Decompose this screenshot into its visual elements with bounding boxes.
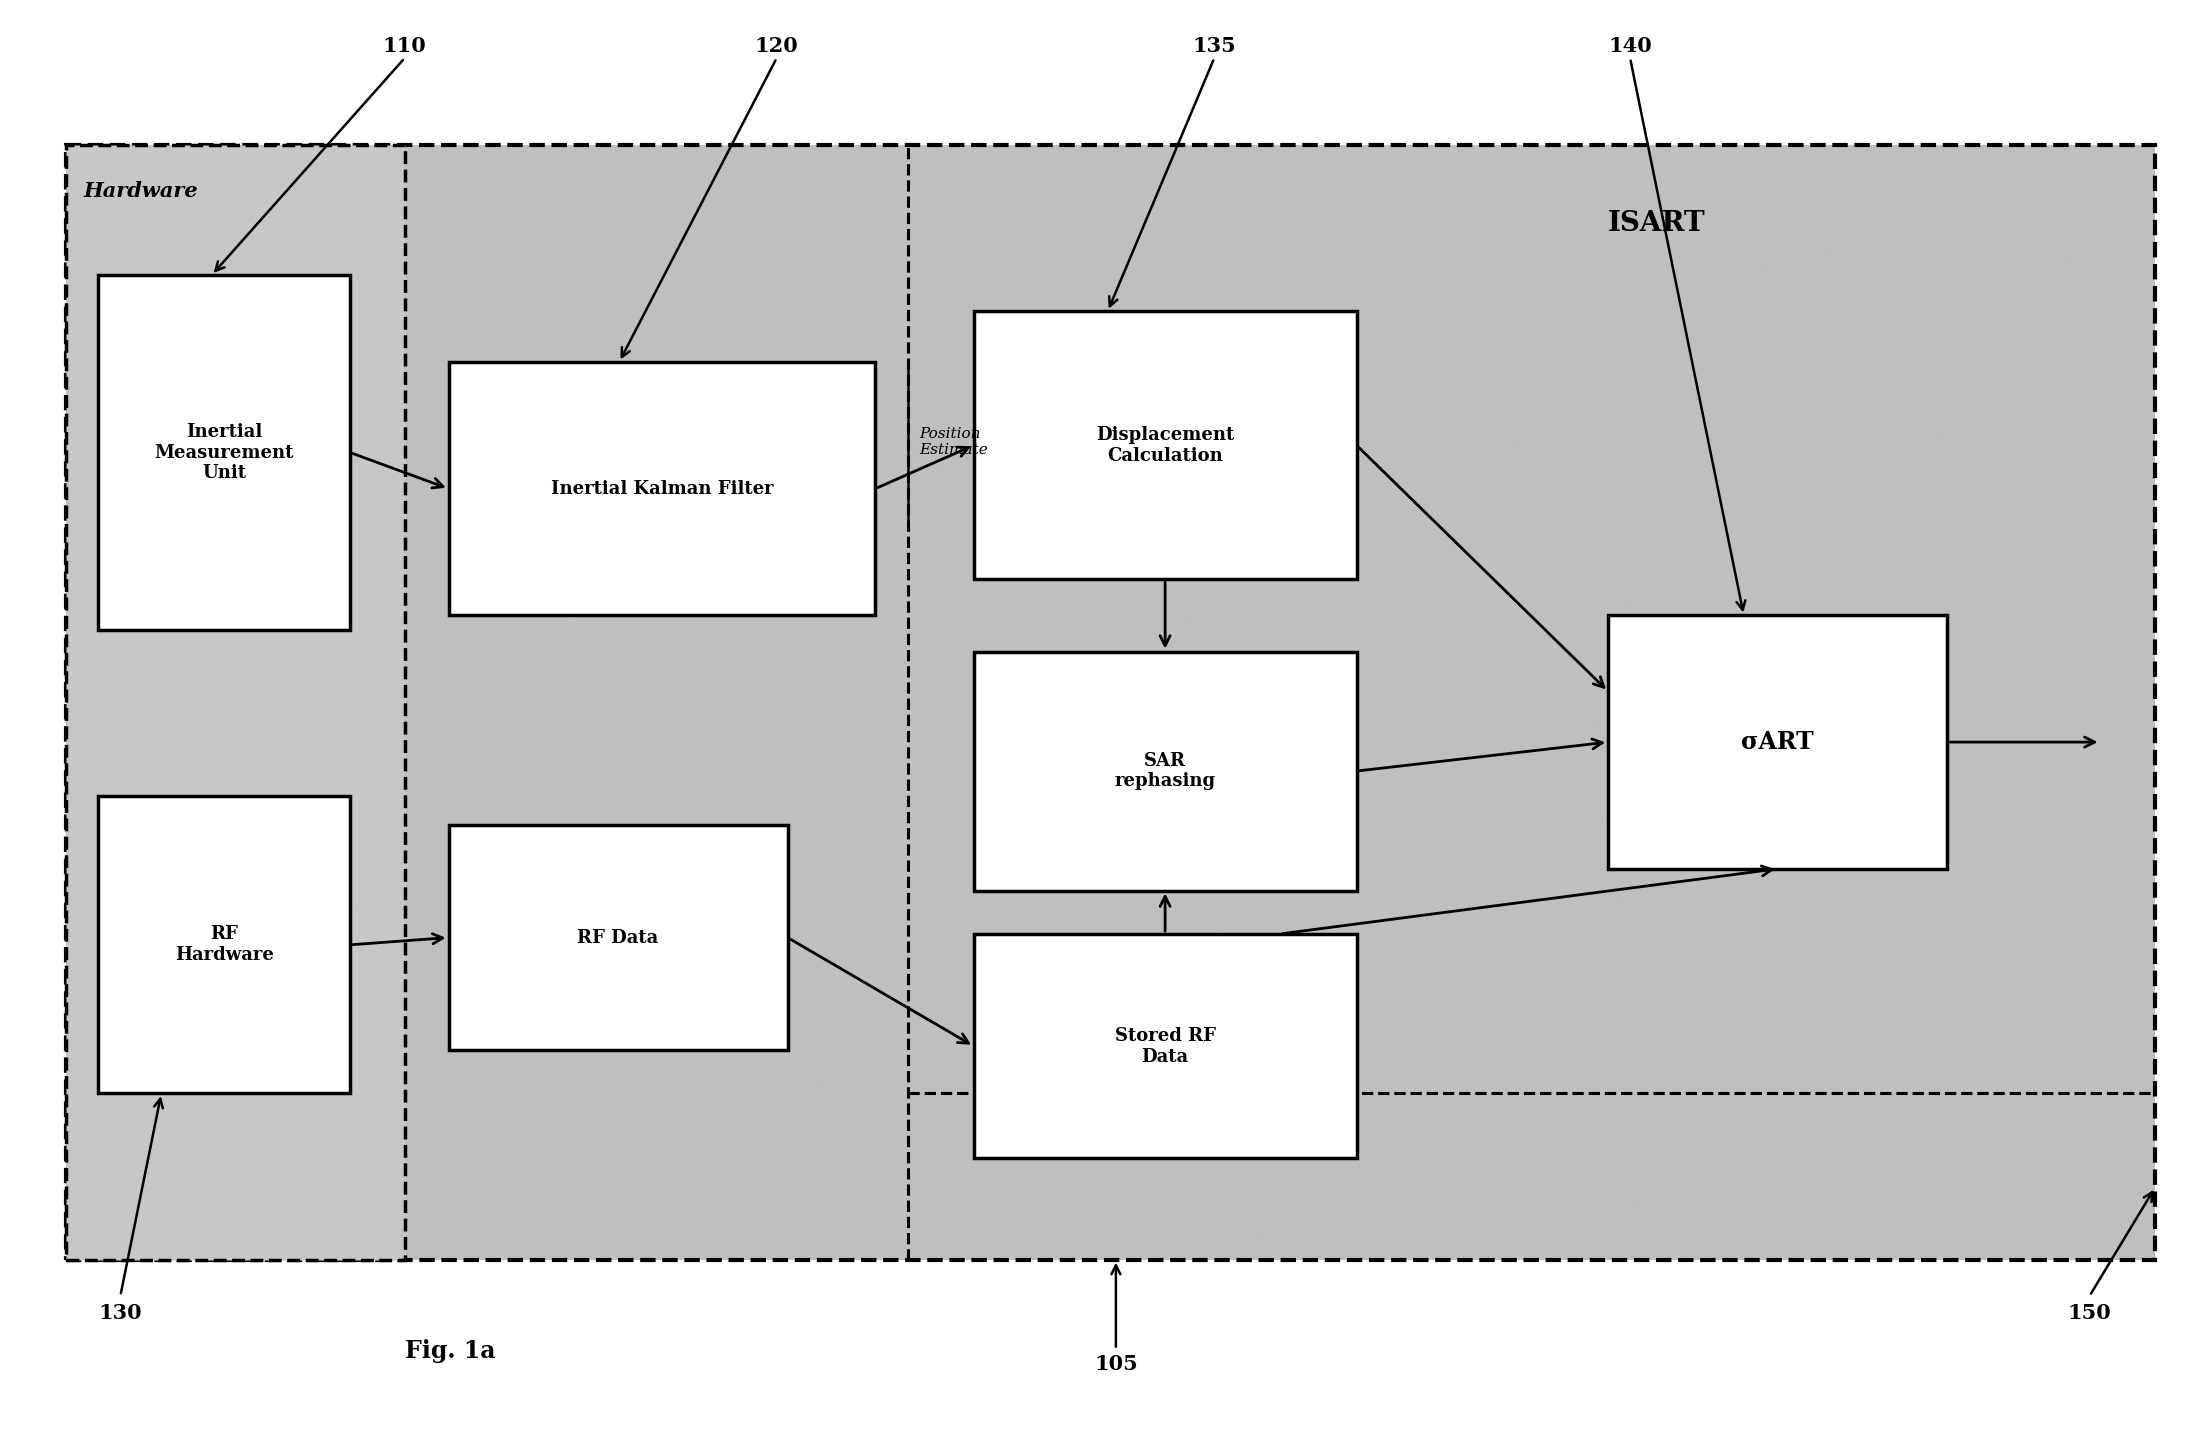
Text: 140: 140 xyxy=(1608,36,1652,56)
Text: Displacement
Calculation: Displacement Calculation xyxy=(1096,426,1234,465)
Text: 135: 135 xyxy=(1192,36,1236,56)
Text: σART: σART xyxy=(1742,730,1814,754)
Text: 120: 120 xyxy=(755,36,799,56)
Text: Position
Estimate: Position Estimate xyxy=(919,427,987,456)
Bar xyxy=(66,145,2155,1260)
Bar xyxy=(974,311,1357,579)
Bar xyxy=(974,934,1357,1158)
Bar xyxy=(1608,615,1947,869)
Text: ISART: ISART xyxy=(1608,210,1707,237)
Bar xyxy=(98,275,350,630)
Bar xyxy=(974,652,1357,891)
Text: Stored RF
Data: Stored RF Data xyxy=(1114,1027,1217,1066)
Text: 150: 150 xyxy=(2068,1303,2111,1323)
Text: SAR
rephasing: SAR rephasing xyxy=(1114,752,1217,791)
Text: RF
Hardware: RF Hardware xyxy=(175,925,274,964)
Bar xyxy=(449,825,788,1050)
Text: Inertial Kalman Filter: Inertial Kalman Filter xyxy=(551,479,772,498)
Bar xyxy=(98,796,350,1093)
Bar xyxy=(66,145,405,1260)
Text: Hardware: Hardware xyxy=(83,181,197,201)
Text: Fig. 1a: Fig. 1a xyxy=(405,1339,494,1364)
Text: Inertial
Measurement
Unit: Inertial Measurement Unit xyxy=(155,423,293,482)
Text: RF Data: RF Data xyxy=(578,928,659,947)
Text: 110: 110 xyxy=(383,36,427,56)
Text: 130: 130 xyxy=(98,1303,142,1323)
Bar xyxy=(449,362,875,615)
Text: 105: 105 xyxy=(1094,1354,1138,1374)
